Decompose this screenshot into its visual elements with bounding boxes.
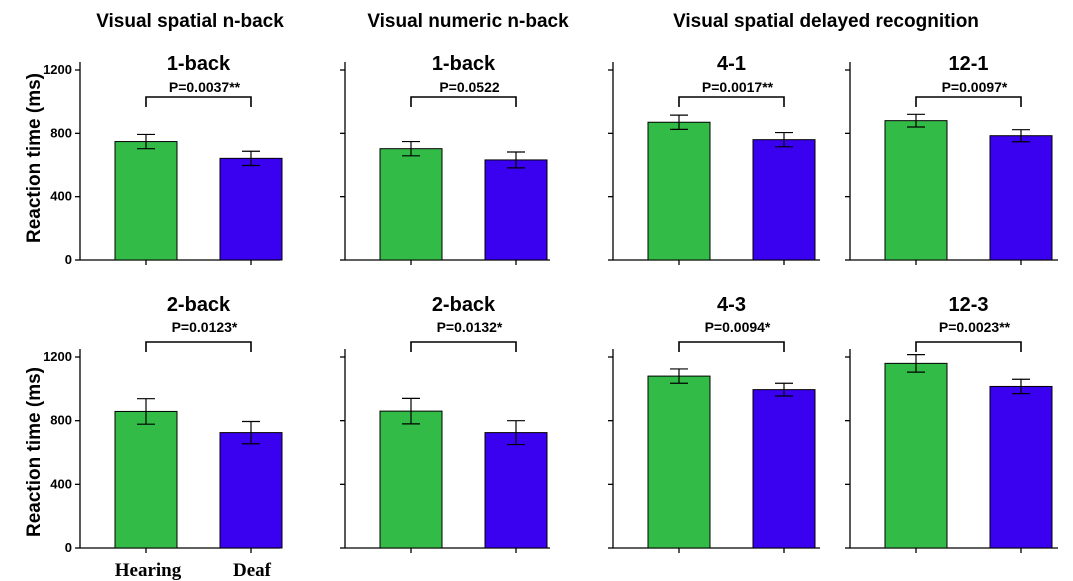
p-value-annotation: P=0.0132* — [437, 319, 503, 335]
bar-deaf — [989, 135, 1053, 261]
y-tick-label: 400 — [50, 189, 72, 204]
bar-hearing — [884, 120, 948, 261]
panel-title: 2-back — [167, 294, 231, 316]
panel-4: 12-1 P=0.0097* — [845, 53, 1058, 265]
bar-deaf — [989, 385, 1053, 549]
p-value-annotation: P=0.0097* — [942, 79, 1008, 95]
panel-title: 4-3 — [717, 294, 746, 316]
panel-1: 0 400 800 1200 1-back P=0.0037** — [43, 53, 283, 267]
panel-3: 4-1 P=0.0017** — [608, 53, 820, 265]
bar-deaf — [484, 432, 548, 549]
x-label-deaf: Deaf — [233, 560, 272, 581]
bar-hearing — [884, 362, 948, 549]
panel-5: 0 400 800 1200 2-back P=0.0123* — [43, 294, 283, 555]
y-tick-label: 0 — [65, 540, 72, 555]
bar-hearing — [114, 410, 178, 549]
panel-2: 1-back P=0.0522 — [340, 53, 550, 265]
significance-bracket — [410, 341, 517, 352]
significance-bracket — [678, 96, 785, 107]
y-axis-label-top: Reaction time (ms) — [24, 73, 45, 243]
y-tick-label: 0 — [65, 252, 72, 267]
section-title-delayed-recognition: Visual spatial delayed recognition — [673, 11, 979, 32]
panel-title: 12-3 — [948, 294, 988, 316]
panel-8: 12-3 P=0.0023** — [845, 294, 1058, 553]
panel-7: 4-3 P=0.0094* — [608, 294, 820, 553]
panel-title: 1-back — [432, 53, 496, 75]
x-label-hearing: Hearing — [115, 560, 182, 581]
y-axis-label-bottom: Reaction time (ms) — [24, 367, 45, 537]
panel-title: 4-1 — [717, 53, 746, 75]
panel-title: 1-back — [167, 53, 231, 75]
panel-6: 2-back P=0.0132* — [340, 294, 550, 553]
panel-title: 12-1 — [948, 53, 988, 75]
y-tick-label: 1200 — [43, 349, 72, 364]
bar-deaf — [219, 157, 283, 261]
y-tick-label: 800 — [50, 125, 72, 140]
significance-bracket — [678, 341, 785, 352]
significance-bracket — [915, 96, 1022, 107]
significance-bracket — [145, 341, 252, 352]
y-tick-label: 400 — [50, 476, 72, 491]
bar-hearing — [647, 375, 711, 549]
y-tick-label: 800 — [50, 413, 72, 428]
bar-hearing — [647, 121, 711, 261]
bar-deaf — [484, 159, 548, 261]
p-value-annotation: P=0.0017** — [702, 79, 774, 95]
panel-title: 2-back — [432, 294, 496, 316]
significance-bracket — [915, 341, 1022, 352]
bar-deaf — [752, 139, 816, 261]
p-value-annotation: P=0.0123* — [172, 319, 238, 335]
chart-panels: 0 400 800 1200 1-back P=0.0037** 1-back P=0.052… — [43, 53, 1058, 555]
section-title-numeric-nback: Visual numeric n-back — [367, 11, 569, 32]
y-tick-label: 1200 — [43, 62, 72, 77]
bar-deaf — [752, 389, 816, 549]
bar-hearing — [379, 410, 443, 549]
p-value-annotation: P=0.0037** — [169, 79, 241, 95]
significance-bracket — [145, 96, 252, 107]
p-value-annotation: P=0.0522 — [439, 79, 500, 95]
bar-hearing — [114, 141, 178, 261]
significance-bracket — [410, 96, 517, 107]
section-title-spatial-nback: Visual spatial n-back — [96, 11, 284, 32]
bar-deaf — [219, 432, 283, 549]
p-value-annotation: P=0.0023** — [939, 319, 1011, 335]
p-value-annotation: P=0.0094* — [705, 319, 771, 335]
bar-hearing — [379, 148, 443, 261]
